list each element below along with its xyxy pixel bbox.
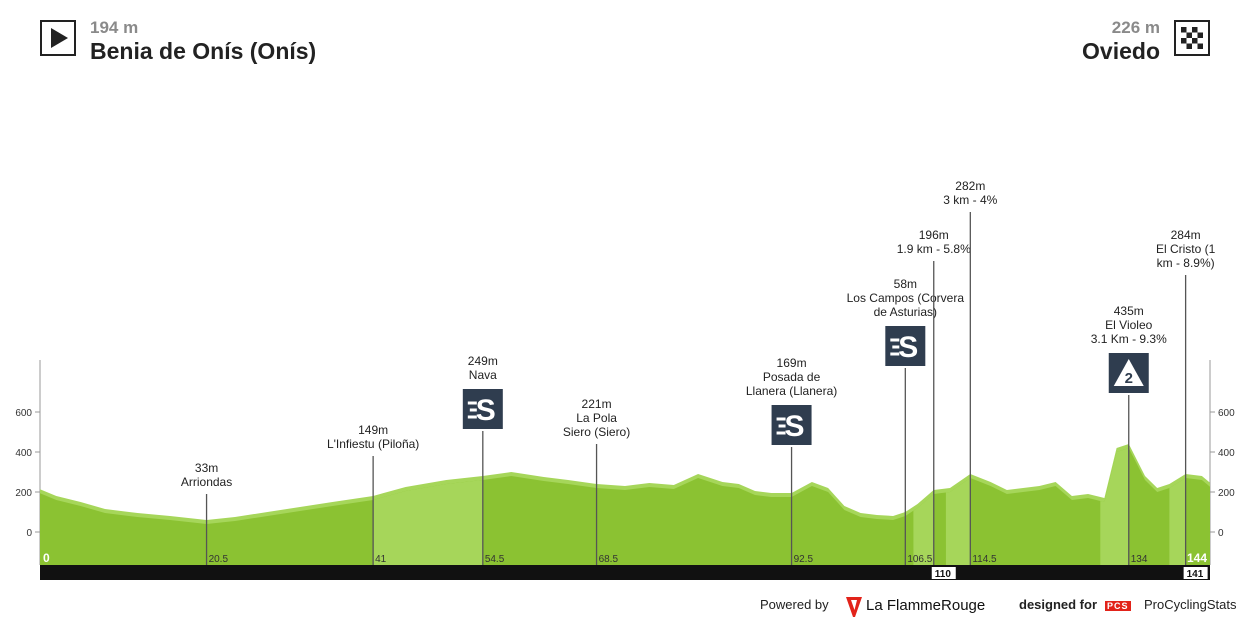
km-label: 20.5	[209, 554, 229, 565]
km-label: 54.5	[485, 554, 505, 565]
marker-label-posada-de-llanera: Posada de	[763, 370, 821, 384]
km-label: 92.5	[794, 554, 814, 565]
marker-label-nava: Nava	[469, 368, 497, 382]
marker-label-la-pola-siero: 221m	[582, 397, 612, 411]
y-tick-label-right: 400	[1218, 448, 1235, 459]
marker-label-los-campos: de Asturias)	[874, 305, 937, 319]
svg-text:S: S	[476, 394, 496, 427]
profile-climb-el-cristo	[1169, 478, 1186, 565]
start-altitude: 194 m	[90, 18, 139, 37]
y-tick-label-right: 0	[1218, 528, 1224, 539]
distance-bar	[40, 565, 1210, 580]
bar-tick-label: 141	[1187, 569, 1204, 580]
procyclingstats-brand: ProCyclingStats	[1144, 597, 1237, 612]
marker-label-el-violeo: 3.1 Km - 9.3%	[1091, 332, 1167, 346]
marker-label-climb-196m: 1.9 km - 5.8%	[897, 242, 971, 256]
marker-label-arriondas: Arriondas	[181, 475, 232, 489]
marker-label-los-campos: 58m	[894, 277, 917, 291]
powered-by-text: Powered by	[760, 597, 829, 612]
climb-cat2-icon: 2	[1108, 353, 1149, 393]
km-label: 68.5	[599, 554, 619, 565]
profile-climb-los-campos	[913, 494, 934, 565]
start-location: Benia de Onís (Onís)	[90, 38, 317, 64]
y-tick-label-left: 400	[15, 448, 32, 459]
marker-label-la-pola-siero: Siero (Siero)	[563, 425, 630, 439]
profile-climb-nava	[373, 480, 483, 565]
marker-label-climb-282m: 282m	[955, 179, 985, 193]
bar-tick-bg	[1183, 567, 1208, 579]
marker-label-el-cristo: km - 8.9%)	[1157, 256, 1215, 270]
marker-label-linfiestu: 149m	[358, 423, 388, 437]
finish-altitude: 226 m	[1111, 18, 1160, 37]
sprint-icon: S	[462, 389, 503, 429]
svg-text:S: S	[898, 331, 918, 364]
marker-label-el-cristo: 284m	[1171, 228, 1201, 242]
km-label: 114.5	[972, 554, 997, 565]
marker-label-climb-196m: 196m	[919, 228, 949, 242]
profile-climb-el-violeo	[1100, 448, 1129, 565]
play-start-icon	[40, 20, 76, 56]
bar-tick-label: 110	[935, 569, 952, 580]
km-label: 41	[375, 554, 387, 565]
y-tick-label-right: 200	[1218, 488, 1235, 499]
km-label: 106.5	[907, 554, 932, 565]
marker-label-posada-de-llanera: 169m	[777, 356, 807, 370]
km-label: 144	[1187, 551, 1207, 565]
y-tick-label-right: 600	[1218, 408, 1235, 419]
marker-label-el-cristo: El Cristo (1	[1156, 242, 1216, 256]
sprint-icon: S	[771, 405, 812, 445]
checkered-flag-icon	[1174, 20, 1210, 56]
km-label: 0	[43, 551, 50, 565]
marker-label-linfiestu: L'Infiestu (Piloña)	[327, 437, 419, 451]
sprint-icon: S	[885, 326, 926, 366]
y-tick-label-left: 200	[15, 488, 32, 499]
marker-label-los-campos: Los Campos (Corvera	[847, 291, 965, 305]
marker-label-el-violeo: 435m	[1114, 304, 1144, 318]
svg-text:2: 2	[1125, 370, 1133, 387]
marker-label-posada-de-llanera: Llanera (Llanera)	[746, 384, 837, 398]
km-label: 134	[1131, 554, 1148, 565]
y-tick-label-left: 600	[15, 408, 32, 419]
marker-label-nava: 249m	[468, 354, 498, 368]
y-tick-label-left: 0	[26, 528, 32, 539]
flamme-rouge-brand: La FlammeRouge	[866, 597, 986, 614]
pcs-logo-icon: PCS	[1105, 601, 1131, 611]
marker-label-climb-282m: 3 km - 4%	[943, 193, 997, 207]
marker-label-el-violeo: El Violeo	[1105, 318, 1152, 332]
designed-for-text: designed for	[1019, 597, 1098, 612]
bar-tick-bg	[931, 567, 956, 579]
finish-location: Oviedo	[1082, 38, 1160, 64]
svg-text:S: S	[785, 410, 805, 443]
profile-climb-282	[945, 478, 971, 565]
marker-label-arriondas: 33m	[195, 461, 218, 475]
marker-label-la-pola-siero: La Pola	[576, 411, 617, 425]
flamme-rouge-logo-icon	[846, 597, 862, 617]
